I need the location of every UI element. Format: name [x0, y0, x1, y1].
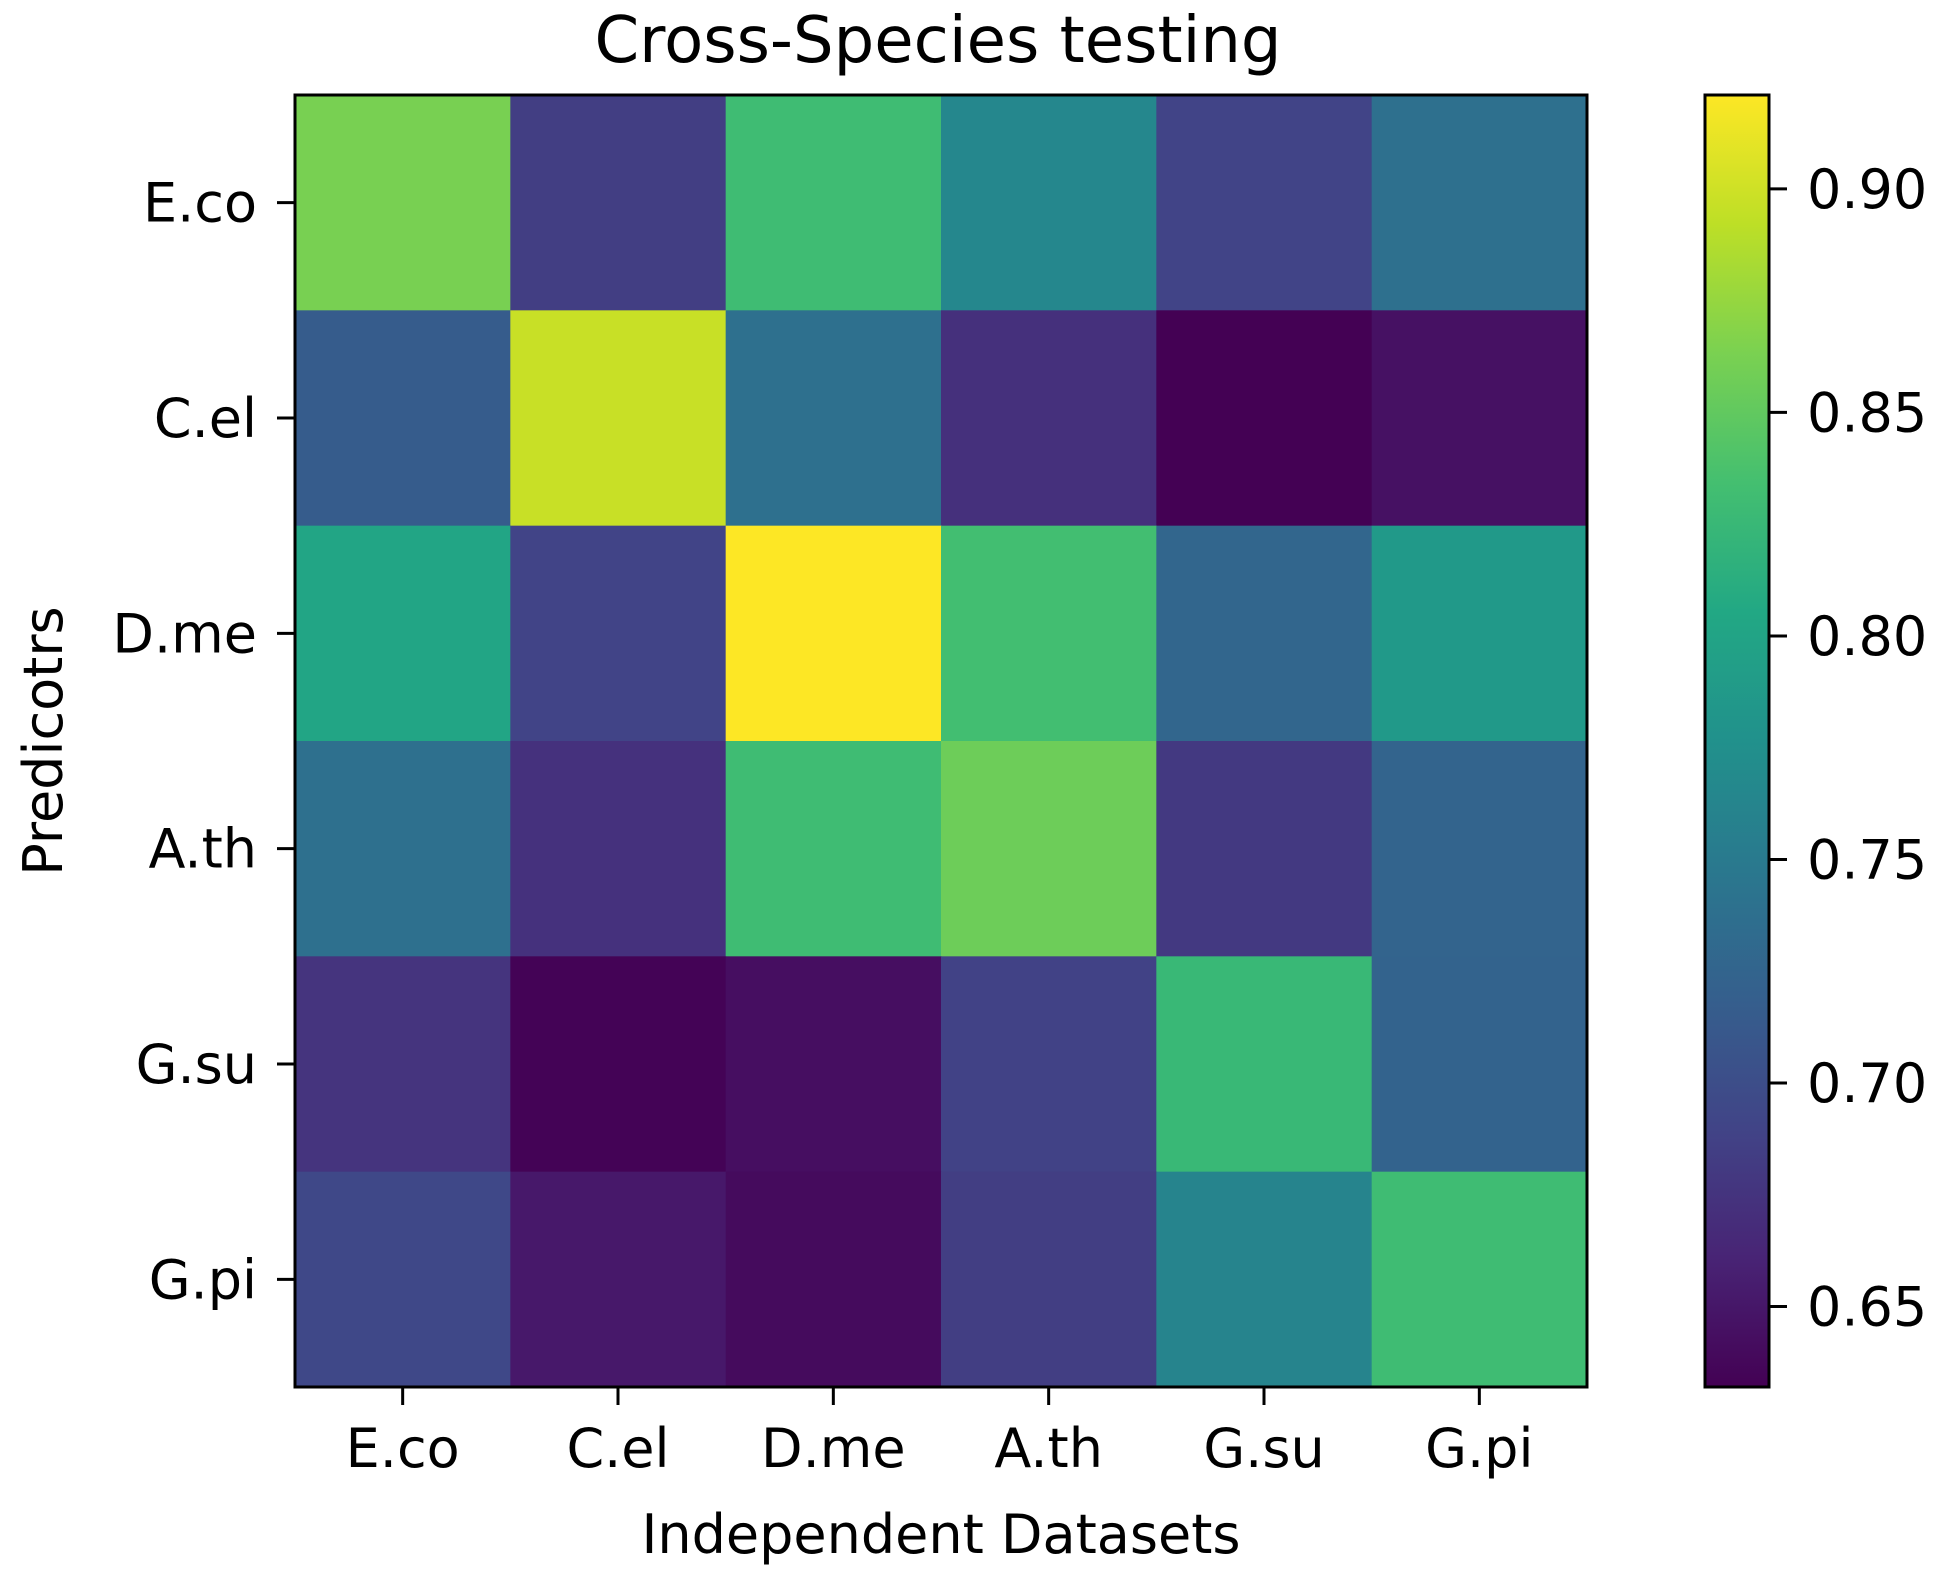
heatmap-cell-E.co-C.el [510, 95, 727, 311]
heatmap-cell-C.el-G.su [1156, 310, 1373, 527]
heatmap-cell-E.co-A.th [941, 95, 1157, 311]
heatmap-cell-G.pi-C.el [510, 1171, 727, 1388]
colorbar-tick-label: 0.65 [1807, 1276, 1927, 1339]
heatmap-cell-G.pi-E.co [295, 1171, 511, 1388]
heatmap-cell-G.pi-D.me [725, 1171, 942, 1388]
x-axis: E.co C.el D.me A.th G.su G.pi [346, 1387, 1533, 1480]
y-tick-label: D.me [112, 602, 257, 665]
heatmap-cell-A.th-G.su [1156, 741, 1373, 957]
heatmap-cell-C.el-D.me [725, 310, 942, 527]
heatmap-cell-A.th-D.me [725, 741, 942, 957]
heatmap-cell-E.co-E.co [295, 95, 511, 311]
heatmap-cell-A.th-A.th [941, 741, 1157, 957]
y-tick-label: E.co [143, 172, 257, 235]
colorbar-tick-label: 0.75 [1807, 828, 1927, 891]
x-tick-label: D.me [761, 1417, 906, 1480]
y-tick-label: G.pi [149, 1248, 257, 1311]
heatmap-cell-D.me-G.su [1156, 525, 1373, 742]
heatmap-cells [295, 95, 1588, 1388]
chart-title: Cross-Species testing [594, 4, 1281, 78]
heatmap-cell-D.me-G.pi [1371, 525, 1588, 742]
heatmap-cell-A.th-E.co [295, 741, 511, 957]
heatmap-cell-G.su-E.co [295, 956, 511, 1173]
colorbar-tick-label: 0.80 [1807, 605, 1927, 668]
colorbar-tick-label: 0.85 [1807, 381, 1927, 444]
heatmap-cell-D.me-C.el [510, 525, 727, 742]
heatmap-cell-G.su-D.me [725, 956, 942, 1173]
x-tick-label: G.su [1203, 1417, 1324, 1480]
heatmap-cell-C.el-C.el [510, 310, 727, 527]
heatmap-cell-G.su-C.el [510, 956, 727, 1173]
y-axis: E.co C.el D.me A.th G.su G.pi [112, 172, 295, 1311]
heatmap-cell-E.co-D.me [725, 95, 942, 311]
x-tick-label: C.el [566, 1417, 669, 1480]
y-tick-label: A.th [148, 818, 257, 881]
heatmap-cell-D.me-D.me [725, 525, 942, 742]
heatmap-cell-A.th-G.pi [1371, 741, 1588, 957]
heatmap-cell-C.el-E.co [295, 310, 511, 527]
heatmap-cell-C.el-A.th [941, 310, 1157, 527]
heatmap-cell-D.me-E.co [295, 525, 511, 742]
x-tick-label: E.co [346, 1417, 460, 1480]
y-axis-label: Predicotrs [12, 606, 75, 875]
x-tick-label: G.pi [1425, 1417, 1533, 1480]
x-axis-label: Independent Datasets [641, 1503, 1240, 1566]
heatmap-cell-G.pi-G.pi [1371, 1171, 1588, 1388]
colorbar-ticks: 0.65 0.70 0.75 0.80 0.85 0.90 [1769, 158, 1927, 1339]
heatmap-cell-E.co-G.pi [1371, 95, 1588, 311]
heatmap-cell-G.su-A.th [941, 956, 1157, 1173]
heatmap-cell-C.el-G.pi [1371, 310, 1588, 527]
plot-frame [293, 93, 1589, 1389]
heatmap-cell-D.me-A.th [941, 525, 1157, 742]
heatmap-cell-G.su-G.su [1156, 956, 1373, 1173]
heatmap-cell-E.co-G.su [1156, 95, 1373, 311]
heatmap-cell-G.pi-A.th [941, 1171, 1157, 1388]
x-tick-label: A.th [994, 1417, 1103, 1480]
colorbar-tick-label: 0.70 [1807, 1052, 1927, 1115]
heatmap-cell-A.th-C.el [510, 741, 727, 957]
colorbar-tick-label: 0.90 [1807, 158, 1927, 221]
heatmap-cell-G.pi-G.su [1156, 1171, 1373, 1388]
y-tick-label: C.el [154, 387, 257, 450]
heatmap-cell-G.su-G.pi [1371, 956, 1588, 1173]
y-tick-label: G.su [136, 1033, 257, 1096]
colorbar [1703, 93, 1771, 1389]
